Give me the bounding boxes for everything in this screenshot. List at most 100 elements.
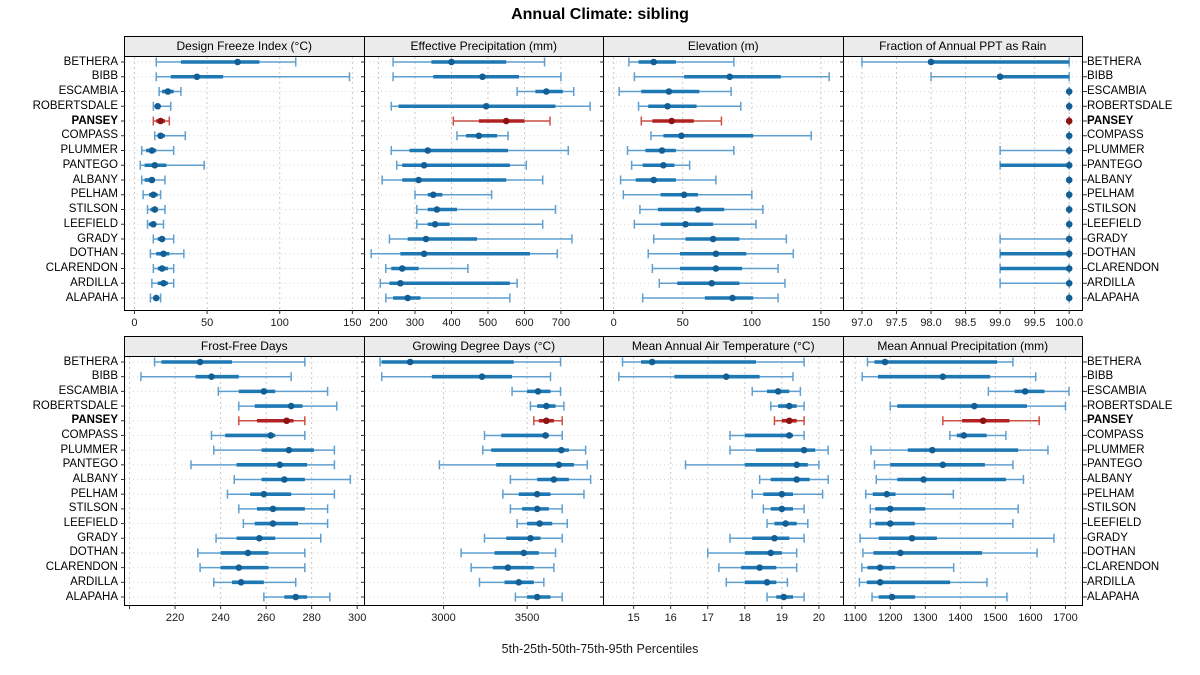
site-label-left-pelham-bottom: PELHAM: [70, 487, 118, 500]
panel-frost-free-days: Frost-Free Days 220 240 260 280 300: [121, 336, 366, 624]
site-label-right-dothan-bottom: DOTHAN: [1087, 546, 1136, 559]
panel-growing-degree-days-c: Growing Degree Days (°C) 3000 3500: [360, 336, 604, 624]
figure-title: Annual Climate: sibling: [511, 6, 689, 23]
panel-fraction-of-annual-ppt-as-rain: Fraction of Annual PPT as Rain 97.0 97.5 98…: [839, 36, 1087, 329]
site-label-right-bethera-top: BETHERA: [1087, 55, 1142, 68]
svg-text:0: 0: [131, 317, 137, 329]
plot-mean-annual-precipitation-mm: 1100 1200 1300 1400 1500 1600 1700: [839, 357, 1087, 624]
panel-row-top: Design Freeze Index (°C) 0 50 100 150 Effecti…: [121, 36, 1087, 329]
site-label-right-albany-bottom: ALBANY: [1087, 473, 1133, 485]
site-label-right-alapaha-top: ALAPAHA: [1087, 291, 1140, 304]
svg-text:240: 240: [211, 612, 229, 624]
site-label-left-grady-top: GRADY: [77, 232, 118, 245]
svg-text:220: 220: [166, 612, 184, 624]
site-label-left-bibb-bottom: BIBB: [91, 370, 118, 383]
site-label-left-robertsdale-top: ROBERTSDALE: [32, 99, 118, 112]
svg-text:16: 16: [665, 612, 677, 624]
svg-text:98.0: 98.0: [920, 317, 941, 329]
site-label-left-plummer-bottom: PLUMMER: [60, 443, 118, 456]
svg-text:99.0: 99.0: [989, 317, 1010, 329]
site-label-left-escambia-bottom: ESCAMBIA: [58, 384, 118, 397]
svg-text:260: 260: [257, 612, 275, 624]
svg-text:400: 400: [442, 317, 460, 329]
svg-text:17: 17: [702, 612, 714, 624]
site-label-right-escambia-top: ESCAMBIA: [1087, 85, 1147, 97]
svg-text:20: 20: [813, 612, 825, 624]
svg-text:500: 500: [478, 317, 496, 329]
svg-text:50: 50: [201, 317, 213, 329]
site-label-left-stilson-bottom: STILSON: [68, 502, 118, 515]
chart-svg-mean-annual-air-temperature-c: 15 16 17 18 19 20: [600, 357, 843, 624]
site-label-right-plummer-top: PLUMMER: [1087, 144, 1145, 156]
figure-caption: 5th-25th-50th-75th-95th Percentiles: [501, 642, 699, 656]
strip-title-growing-degree-days-c: Growing Degree Days (°C): [364, 337, 603, 357]
site-label-left-compass-bottom: COMPASS: [61, 428, 118, 441]
site-label-left-alapaha-top: ALAPAHA: [65, 291, 118, 304]
svg-text:1500: 1500: [983, 612, 1007, 624]
svg-text:150: 150: [343, 317, 361, 329]
site-label-left-leefield-bottom: LEEFIELD: [63, 517, 118, 530]
site-label-left-ardilla-bottom: ARDILLA: [70, 575, 118, 588]
site-label-left-dothan-top: DOTHAN: [69, 247, 118, 260]
strip-title-effective-precipitation-mm: Effective Precipitation (mm): [364, 37, 603, 57]
chart-svg-effective-precipitation-mm: 200 300 400 500 600 700: [360, 57, 604, 329]
site-label-left-alapaha-bottom: ALAPAHA: [65, 590, 118, 603]
site-label-right-grady-bottom: GRADY: [1087, 531, 1128, 544]
plot-effective-precipitation-mm: 200 300 400 500 600 700: [360, 57, 604, 329]
site-label-right-albany-top: ALBANY: [1087, 173, 1133, 186]
site-label-right-ardilla-top: ARDILLA: [1087, 276, 1135, 289]
svg-text:300: 300: [405, 317, 423, 329]
site-label-right-compass-top: COMPASS: [1087, 129, 1144, 142]
panel-design-freeze-index-c: Design Freeze Index (°C) 0 50 100 150: [121, 36, 365, 329]
plot-mean-annual-air-temperature-c: 15 16 17 18 19 20: [600, 357, 843, 624]
panel-effective-precipitation-mm: Effective Precipitation (mm) 200 300 400 500…: [360, 36, 604, 329]
site-label-right-pantego-bottom: PANTEGO: [1087, 458, 1143, 471]
svg-text:300: 300: [348, 612, 366, 624]
svg-text:3000: 3000: [431, 612, 455, 624]
site-label-right-pelham-bottom: PELHAM: [1087, 487, 1135, 500]
site-label-right-compass-bottom: COMPASS: [1087, 428, 1144, 441]
site-label-right-alapaha-bottom: ALAPAHA: [1087, 590, 1140, 603]
site-label-right-bethera-bottom: BETHERA: [1087, 355, 1142, 368]
svg-text:1400: 1400: [948, 612, 972, 624]
svg-text:700: 700: [551, 317, 569, 329]
chart-svg-fraction-of-annual-ppt-as-rain: 97.0 97.5 98.0 98.5 99.0 99.5 100.0: [839, 57, 1087, 329]
site-label-left-robertsdale-bottom: ROBERTSDALE: [32, 399, 118, 412]
site-label-right-dothan-top: DOTHAN: [1087, 247, 1136, 260]
chart-svg-frost-free-days: 220 240 260 280 300: [121, 357, 366, 624]
site-label-right-ardilla-bottom: ARDILLA: [1087, 575, 1135, 588]
svg-text:100: 100: [743, 317, 761, 329]
chart-svg-growing-degree-days-c: 3000 3500: [360, 357, 604, 624]
svg-text:3500: 3500: [514, 612, 538, 624]
site-label-right-robertsdale-top: ROBERTSDALE: [1087, 99, 1173, 112]
plot-design-freeze-index-c: 0 50 100 150: [121, 57, 364, 329]
strip-title-design-freeze-index-c: Design Freeze Index (°C): [125, 37, 364, 57]
strip-title-fraction-of-annual-ppt-as-rain: Fraction of Annual PPT as Rain: [843, 37, 1082, 57]
site-label-left-stilson-top: STILSON: [68, 203, 118, 215]
site-label-left-compass-top: COMPASS: [61, 129, 118, 142]
site-label-right-stilson-top: STILSON: [1087, 203, 1137, 215]
site-label-left-escambia-top: ESCAMBIA: [58, 85, 118, 97]
svg-text:280: 280: [302, 612, 320, 624]
chart-svg-elevation-m: 0 50 100 150: [600, 57, 843, 329]
svg-text:200: 200: [369, 317, 387, 329]
site-label-right-leefield-bottom: LEEFIELD: [1087, 517, 1142, 530]
site-label-left-bethera-top: BETHERA: [63, 55, 118, 68]
site-label-left-ardilla-top: ARDILLA: [70, 276, 118, 289]
site-label-right-pantego-top: PANTEGO: [1087, 158, 1143, 171]
site-label-right-pelham-top: PELHAM: [1087, 188, 1135, 201]
svg-text:100: 100: [271, 317, 289, 329]
strip-title-mean-annual-precipitation-mm: Mean Annual Precipitation (mm): [843, 337, 1082, 357]
strip-title-mean-annual-air-temperature-c: Mean Annual Air Temperature (°C): [604, 337, 843, 357]
site-label-left-bethera-bottom: BETHERA: [63, 355, 118, 368]
svg-text:18: 18: [739, 612, 751, 624]
site-label-right-plummer-bottom: PLUMMER: [1087, 443, 1145, 456]
site-label-right-robertsdale-bottom: ROBERTSDALE: [1087, 399, 1173, 412]
site-label-right-stilson-bottom: STILSON: [1087, 502, 1137, 515]
site-label-left-pantego-bottom: PANTEGO: [62, 458, 118, 471]
plot-frost-free-days: 220 240 260 280 300: [121, 357, 366, 624]
svg-text:15: 15: [628, 612, 640, 624]
plot-growing-degree-days-c: 3000 3500: [360, 357, 604, 624]
svg-text:19: 19: [776, 612, 788, 624]
